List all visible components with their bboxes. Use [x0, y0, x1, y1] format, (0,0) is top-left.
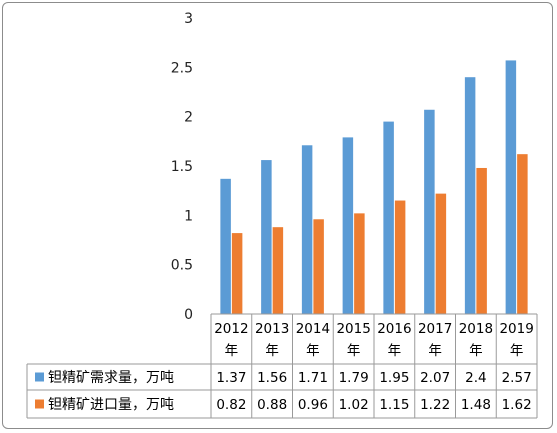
x-tick-label: 年: [265, 343, 279, 359]
x-tick-label: 2012: [214, 321, 248, 337]
data-label: 1.02: [339, 397, 369, 413]
data-label: 1.15: [379, 397, 409, 413]
bar: [505, 60, 517, 314]
bar: [394, 200, 406, 314]
bar: [272, 227, 284, 314]
bar: [313, 219, 324, 314]
x-tick-label: 2019: [499, 321, 533, 337]
data-label: 1.56: [257, 370, 287, 386]
legend-key: [35, 399, 44, 409]
x-tick-label: 年: [225, 343, 239, 359]
data-label: 1.95: [379, 370, 409, 386]
x-tick-label: 年: [469, 343, 483, 359]
x-tick-label: 2015: [336, 321, 370, 337]
x-tick-label: 年: [510, 343, 524, 359]
bar: [342, 137, 354, 314]
y-tick-label: 2.5: [171, 60, 193, 76]
data-label: 2.57: [502, 370, 532, 386]
bar: [301, 145, 313, 314]
y-tick-label: 3: [184, 11, 193, 27]
data-label: 1.37: [216, 370, 246, 386]
data-label: 0.96: [298, 397, 328, 413]
bar: [383, 121, 394, 314]
data-label: 0.82: [216, 397, 246, 413]
data-label: 0.88: [257, 397, 287, 413]
x-tick-label: 2018: [459, 321, 493, 337]
data-label: 1.48: [461, 397, 491, 413]
y-tick-label: 2: [184, 110, 193, 126]
bar: [354, 213, 365, 314]
data-label: 2.07: [420, 370, 450, 386]
data-label: 1.71: [298, 370, 328, 386]
x-tick-label: 年: [428, 343, 442, 359]
bar: [476, 167, 487, 314]
x-tick-label: 2017: [418, 321, 452, 337]
x-tick-label: 2016: [377, 321, 411, 337]
y-tick-label: 1: [184, 208, 193, 224]
x-tick-label: 2013: [255, 321, 289, 337]
bar: [517, 154, 528, 314]
bar: [424, 109, 435, 314]
x-tick-label: 年: [388, 343, 402, 359]
y-tick-label: 1.5: [171, 159, 193, 175]
y-tick-label: 0.5: [171, 258, 193, 274]
legend-key: [35, 372, 44, 382]
legend-label: 钽精矿需求量，万吨: [48, 370, 174, 386]
bar: [220, 178, 231, 314]
bar: [261, 160, 272, 314]
y-tick-label: 0: [184, 307, 193, 323]
x-tick-label: 2014: [296, 321, 330, 337]
x-tick-label: 年: [347, 343, 361, 359]
data-label: 1.22: [420, 397, 450, 413]
data-label: 2.4: [465, 370, 486, 386]
data-label: 1.62: [502, 397, 532, 413]
legend-label: 钽精矿进口量，万吨: [48, 397, 174, 413]
bar: [231, 233, 243, 314]
data-label: 1.79: [339, 370, 369, 386]
bar: [464, 77, 476, 314]
x-tick-label: 年: [306, 343, 320, 359]
bar: [435, 193, 447, 314]
chart-frame: [2, 2, 553, 429]
